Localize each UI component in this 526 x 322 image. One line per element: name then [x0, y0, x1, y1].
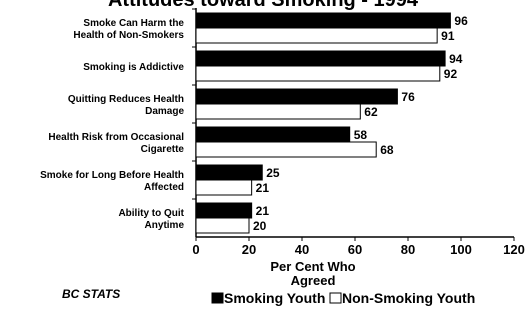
- bar: [195, 141, 377, 158]
- bar: [195, 50, 446, 67]
- bar: [195, 164, 263, 181]
- data-label: 21: [256, 204, 270, 218]
- category-label: Smoking is Addictive: [83, 62, 184, 73]
- x-axis-title: Per Cent Who: [270, 259, 355, 274]
- category-label: Health of Non-Smokers: [73, 30, 184, 41]
- bar: [195, 217, 250, 234]
- data-label: 68: [380, 143, 394, 157]
- x-tick-label: 20: [242, 242, 256, 257]
- category-label: Ability to Quit: [118, 208, 184, 219]
- bar: [195, 12, 451, 29]
- x-tick-label: 60: [348, 242, 362, 257]
- source-label: BC STATS: [62, 287, 120, 301]
- category-label: Smoke Can Harm the: [83, 18, 184, 29]
- data-label: 91: [441, 29, 455, 43]
- data-label: 62: [364, 105, 378, 119]
- data-label: 94: [449, 52, 463, 66]
- x-tick-label: 120: [503, 242, 525, 257]
- x-tick-label: 80: [401, 242, 415, 257]
- x-axis-title: Agreed: [291, 273, 336, 288]
- data-label: 76: [401, 90, 415, 104]
- data-label: 21: [256, 181, 270, 195]
- x-tick-label: 40: [295, 242, 309, 257]
- chart-title: Attitudes toward Smoking - 1994: [108, 0, 419, 11]
- legend-label: Non-Smoking Youth: [342, 290, 475, 306]
- category-label: Cigarette: [141, 144, 185, 155]
- category-label: Smoke for Long Before Health: [40, 170, 184, 181]
- bar: [195, 202, 253, 219]
- bar: [195, 103, 361, 120]
- legend: Smoking Youth Non-Smoking Youth: [211, 290, 475, 306]
- legend-swatch: [211, 292, 224, 304]
- data-label: 58: [354, 128, 368, 142]
- data-label: 92: [444, 67, 458, 81]
- legend-label: Smoking Youth: [224, 290, 325, 306]
- data-label: 96: [454, 14, 468, 28]
- category-label: Affected: [144, 182, 184, 193]
- category-label: Damage: [145, 106, 184, 117]
- data-label: 20: [253, 219, 267, 233]
- bar: [195, 126, 351, 143]
- category-label: Anytime: [145, 220, 185, 231]
- legend-swatch: [329, 292, 342, 304]
- bar: [195, 27, 438, 44]
- x-tick-label: 100: [450, 242, 472, 257]
- x-tick-label: 0: [192, 242, 199, 257]
- bar: [195, 88, 398, 105]
- bar: [195, 65, 441, 82]
- data-label: 25: [266, 166, 280, 180]
- category-label: Health Risk from Occasional: [48, 132, 184, 143]
- category-label: Quitting Reduces Health: [68, 94, 184, 105]
- bar: [195, 179, 253, 196]
